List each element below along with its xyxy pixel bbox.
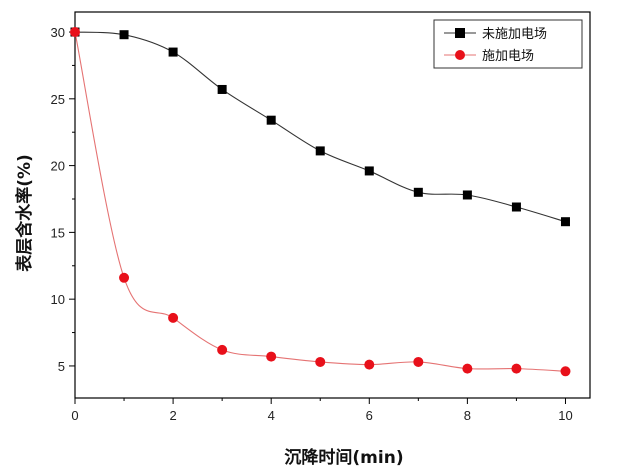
series-1-point — [119, 30, 129, 40]
series-1-point — [511, 202, 521, 212]
series-1-point — [217, 84, 227, 94]
legend-marker-series-1 — [455, 28, 465, 38]
legend-marker-series-2 — [455, 50, 465, 60]
y-tick-label: 30 — [51, 25, 65, 40]
series-2-point — [217, 344, 228, 355]
y-axis-title: 表层含水率(%) — [14, 154, 35, 272]
legend-label-series-1: 未施加电场 — [482, 27, 547, 42]
x-tick-label: 0 — [71, 408, 78, 423]
series-1-point — [462, 190, 472, 200]
series-1-point — [315, 146, 325, 156]
x-tick-label: 10 — [558, 408, 572, 423]
series-2-point — [462, 363, 473, 374]
series-1-point — [364, 166, 374, 176]
series-2-point — [266, 351, 277, 362]
y-tick-label: 15 — [51, 225, 65, 240]
legend-label-series-2: 施加电场 — [482, 49, 534, 64]
series-2-point — [413, 356, 424, 367]
y-tick-label: 10 — [51, 292, 65, 307]
series-1-point — [413, 187, 423, 197]
series-2-point — [168, 312, 179, 323]
plot-frame — [74, 11, 591, 399]
x-tick-label: 4 — [268, 408, 275, 423]
x-tick-label: 8 — [464, 408, 471, 423]
series-2-point — [70, 27, 80, 38]
series-2-point — [364, 359, 375, 370]
series-markers — [70, 27, 571, 377]
x-tick-label: 6 — [366, 408, 373, 423]
series-2-point — [511, 363, 522, 374]
series-2-point — [119, 272, 130, 283]
y-tick-label: 20 — [51, 159, 65, 174]
series-2-point — [315, 356, 326, 367]
series-1-point — [168, 47, 178, 57]
legend: 未施加电场 施加电场 — [433, 19, 583, 69]
series-1-point — [266, 115, 276, 125]
y-axis: 5 10 15 20 25 30 — [51, 25, 75, 374]
plot-area-border — [74, 11, 591, 399]
x-axis: 0 2 4 6 8 10 — [71, 398, 573, 423]
y-tick-label: 25 — [51, 92, 65, 107]
x-axis-title: 沉降时间(min) — [284, 447, 403, 468]
x-tick-label: 2 — [169, 408, 176, 423]
series-2-point — [560, 366, 571, 377]
y-tick-label: 5 — [58, 359, 65, 374]
series-1-point — [560, 217, 570, 227]
